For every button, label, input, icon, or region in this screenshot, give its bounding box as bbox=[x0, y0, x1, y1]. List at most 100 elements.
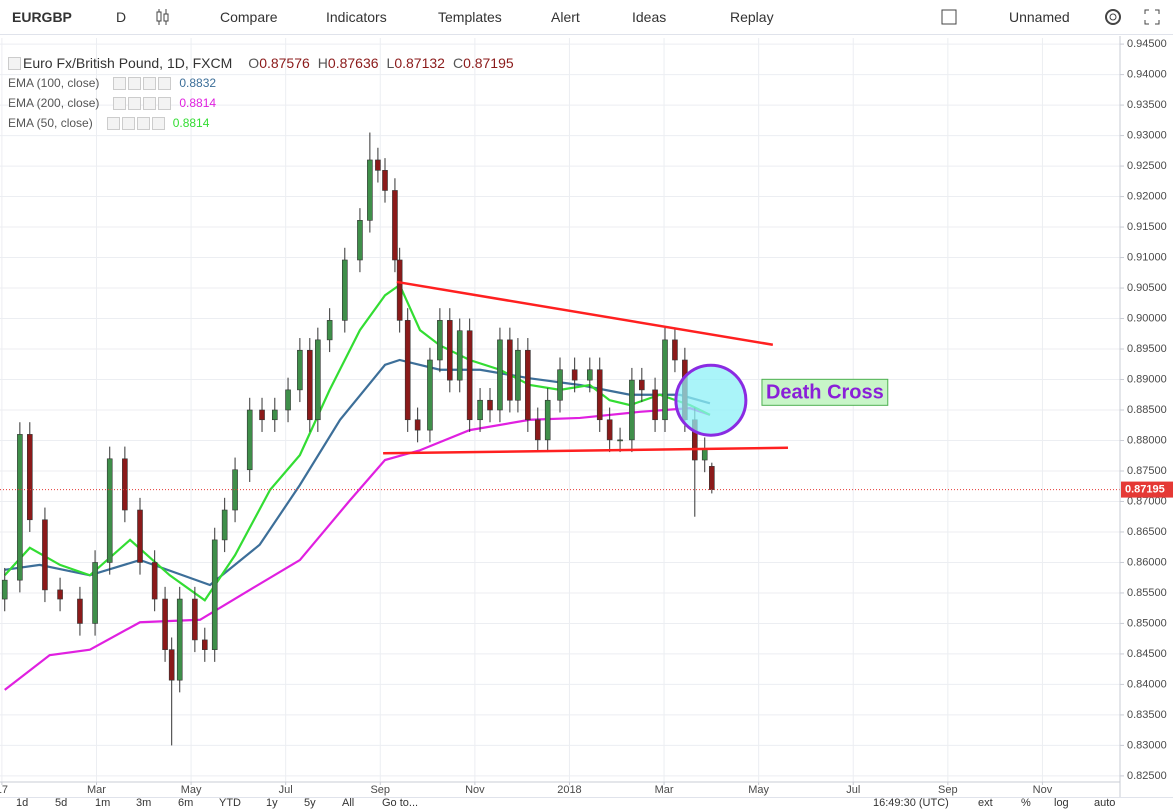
y-tick-label: 0.93000 bbox=[1127, 129, 1167, 141]
candle-body bbox=[466, 330, 473, 421]
candle-body bbox=[285, 389, 291, 411]
y-tick-label: 0.87000 bbox=[1127, 495, 1167, 507]
candle-body bbox=[652, 389, 658, 421]
layout-icon[interactable] bbox=[940, 8, 958, 26]
range-button[interactable]: YTD bbox=[219, 797, 241, 809]
candle-body bbox=[92, 562, 98, 624]
candle-body bbox=[571, 369, 578, 381]
candle-body bbox=[271, 409, 278, 421]
ema-control-icon[interactable] bbox=[113, 76, 127, 90]
clock: 16:49:30 (UTC) bbox=[873, 797, 949, 809]
templates-button[interactable]: Templates bbox=[438, 9, 502, 25]
x-tick-label: May bbox=[748, 784, 769, 796]
axis-option[interactable]: ext bbox=[978, 797, 993, 809]
x-tick-label: Jul bbox=[846, 784, 860, 796]
candle-body bbox=[701, 449, 708, 461]
range-button[interactable]: 1m bbox=[95, 797, 111, 809]
interval[interactable]: D bbox=[116, 9, 127, 25]
candle-body bbox=[596, 369, 603, 421]
y-tick-label: 0.84500 bbox=[1127, 648, 1167, 660]
candle-body bbox=[42, 519, 48, 591]
replay-button[interactable]: Replay bbox=[730, 9, 774, 25]
ema-value: 0.8814 bbox=[179, 96, 217, 110]
trendline bbox=[383, 446, 788, 455]
candle-body bbox=[57, 589, 63, 600]
ema-control-icon[interactable] bbox=[128, 96, 142, 110]
candle-body bbox=[17, 434, 23, 581]
axis-option[interactable]: % bbox=[1021, 797, 1031, 809]
y-tick-label: 0.91000 bbox=[1127, 251, 1167, 263]
ema-control-icon[interactable] bbox=[136, 116, 150, 130]
y-tick-label: 0.86500 bbox=[1127, 526, 1167, 538]
candle-body bbox=[341, 259, 348, 321]
candle-body bbox=[326, 320, 333, 341]
candle-body bbox=[709, 466, 715, 490]
ema-control-icon[interactable] bbox=[143, 76, 157, 90]
compare-button[interactable]: Compare bbox=[220, 9, 278, 25]
candle-body bbox=[446, 320, 453, 381]
y-tick-label: 0.86000 bbox=[1127, 556, 1167, 568]
ohlc-prefix: O bbox=[248, 55, 260, 71]
y-tick-label: 0.88000 bbox=[1127, 434, 1167, 446]
ema-control-icon[interactable] bbox=[151, 116, 165, 130]
ideas-button[interactable]: Ideas bbox=[632, 9, 667, 25]
candle-body bbox=[201, 639, 208, 650]
candle-body bbox=[525, 349, 531, 421]
range-button[interactable]: 6m bbox=[178, 797, 194, 809]
ema-name: EMA (100, close) bbox=[8, 76, 100, 90]
axis-option[interactable]: auto bbox=[1094, 797, 1116, 809]
fullscreen-icon[interactable] bbox=[1143, 8, 1161, 26]
range-button[interactable]: 5d bbox=[55, 797, 68, 809]
top-toolbar: EURGBP D Compare Indicators Templates Al… bbox=[0, 0, 1173, 35]
ema-control-icon[interactable] bbox=[158, 96, 172, 110]
candle-body bbox=[497, 339, 503, 411]
legend-title: Euro Fx/British Pound, 1D, FXCM bbox=[23, 55, 233, 71]
ema-control-icon[interactable] bbox=[128, 76, 142, 90]
candle-body bbox=[1, 579, 8, 600]
candle-body bbox=[507, 339, 513, 401]
range-button[interactable]: 1y bbox=[266, 797, 278, 809]
ema-control-icon[interactable] bbox=[106, 116, 120, 130]
candle-body bbox=[306, 349, 313, 421]
x-tick-label: 17 bbox=[0, 784, 8, 796]
layout-name[interactable]: Unnamed bbox=[1009, 9, 1070, 25]
ohlc-value: 0.87132 bbox=[394, 55, 445, 71]
range-button[interactable]: 1d bbox=[16, 797, 29, 809]
axis-option[interactable]: log bbox=[1054, 797, 1069, 809]
candle-body bbox=[162, 598, 168, 650]
ohlc-prefix: H bbox=[317, 55, 328, 71]
candle-body bbox=[151, 562, 158, 600]
ema-control-icon[interactable] bbox=[143, 96, 157, 110]
chart-style-icon[interactable] bbox=[155, 8, 169, 26]
candle-body bbox=[221, 509, 228, 541]
range-button[interactable]: 5y bbox=[304, 797, 316, 809]
candle-body bbox=[392, 190, 398, 261]
x-tick-label: Sep bbox=[938, 784, 958, 796]
ohlc-value: 0.87636 bbox=[327, 55, 379, 71]
alert-button[interactable]: Alert bbox=[551, 9, 580, 25]
indicators-button[interactable]: Indicators bbox=[326, 9, 387, 25]
range-button[interactable]: 3m bbox=[136, 797, 152, 809]
candle-body bbox=[586, 369, 593, 381]
ema-control-icon[interactable] bbox=[121, 116, 135, 130]
ema-control-icon[interactable] bbox=[158, 76, 172, 90]
settings-icon[interactable] bbox=[1103, 7, 1123, 27]
ema-control-icon[interactable] bbox=[113, 96, 127, 110]
collapse-icon[interactable] bbox=[8, 56, 21, 70]
ohlc-prefix: C bbox=[452, 55, 464, 71]
range-button[interactable]: All bbox=[342, 797, 355, 809]
candle-body bbox=[414, 419, 421, 431]
x-tick-label: Nov bbox=[1033, 784, 1053, 796]
candle-body bbox=[297, 349, 303, 391]
y-tick-label: 0.90500 bbox=[1127, 282, 1167, 294]
candle-body bbox=[211, 539, 218, 650]
symbol[interactable]: EURGBP bbox=[12, 9, 72, 25]
y-tick-label: 0.83000 bbox=[1127, 739, 1167, 751]
trendline bbox=[396, 280, 774, 346]
candle-body bbox=[259, 409, 265, 421]
axes: 0.82500 0.83000 0.83500 0.84000 0.84500 0.850… bbox=[0, 38, 1173, 796]
goto-button[interactable]: Go to... bbox=[382, 797, 419, 809]
y-tick-label: 0.88500 bbox=[1127, 404, 1167, 416]
x-tick-label: Nov bbox=[465, 784, 485, 796]
